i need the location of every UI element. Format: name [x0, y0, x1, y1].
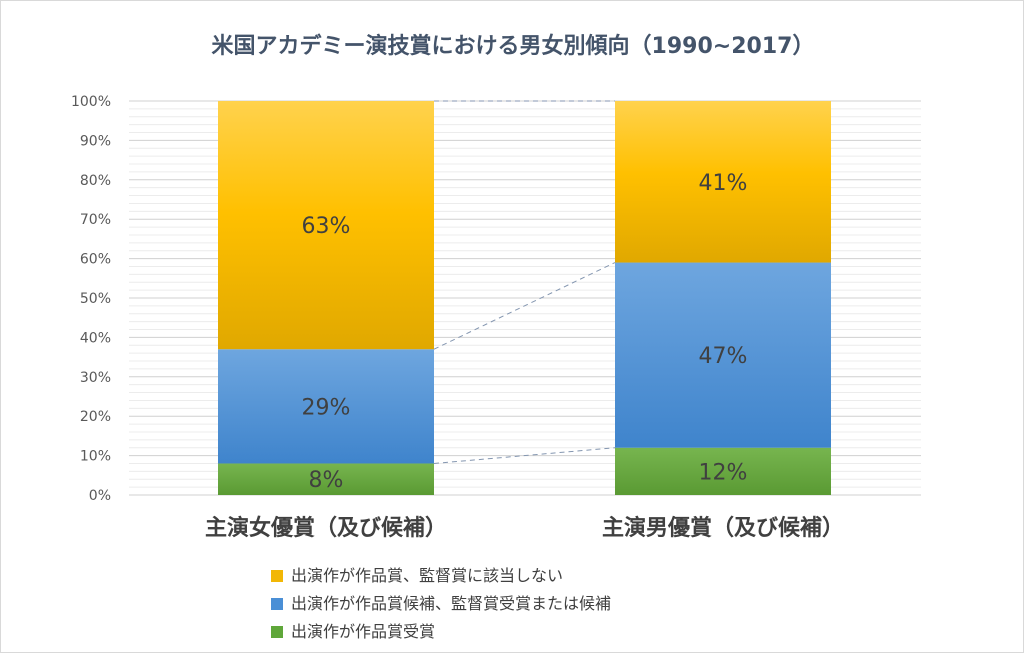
- data-label: 47%: [699, 344, 748, 369]
- legend-label: 出演作が作品賞受賞: [291, 622, 435, 641]
- data-label: 63%: [302, 214, 351, 239]
- y-tick-label: 30%: [80, 370, 111, 386]
- bar-segment: [218, 349, 434, 464]
- y-tick-label: 100%: [71, 94, 111, 110]
- category-label: 主演女優賞（及び候補）: [205, 515, 447, 541]
- y-tick-label: 50%: [80, 291, 111, 307]
- series-line: [433, 447, 616, 464]
- data-label: 8%: [309, 468, 344, 493]
- legend-swatch: [271, 598, 283, 610]
- legend: 出演作が作品賞、監督賞に該当しない出演作が作品賞候補、監督賞受賞または候補出演作…: [271, 566, 611, 641]
- y-tick-label: 70%: [80, 212, 111, 228]
- bar-segment: [615, 447, 831, 495]
- bar-segment: [218, 101, 434, 350]
- category-labels: 主演女優賞（及び候補） 主演男優賞（及び候補）: [205, 515, 844, 541]
- data-label: 12%: [699, 460, 748, 485]
- y-tick-label: 10%: [80, 449, 111, 465]
- y-tick-label: 80%: [80, 173, 111, 189]
- legend-swatch: [271, 570, 283, 582]
- legend-label: 出演作が作品賞候補、監督賞受賞または候補: [291, 594, 611, 613]
- category-label: 主演男優賞（及び候補）: [602, 515, 844, 541]
- y-tick-label: 90%: [80, 133, 111, 149]
- bar-segment: [615, 101, 831, 263]
- series-line: [433, 262, 616, 350]
- bars: [218, 101, 831, 495]
- legend-swatch: [271, 626, 283, 638]
- y-tick-label: 60%: [80, 252, 111, 268]
- data-label: 29%: [302, 395, 351, 420]
- y-tick-label: 0%: [89, 488, 111, 504]
- legend-label: 出演作が作品賞、監督賞に該当しない: [291, 566, 563, 585]
- series-lines: [433, 100, 616, 464]
- data-labels: 8% 29% 63% 12% 47% 41%: [302, 171, 748, 493]
- bar-segment: [218, 463, 434, 495]
- data-label: 41%: [699, 171, 748, 196]
- y-tick-label: 40%: [80, 330, 111, 346]
- bar-segment: [615, 262, 831, 448]
- chart-title: 米国アカデミー演技賞における男女別傾向（1990~2017）: [212, 33, 815, 59]
- y-tick-label: 20%: [80, 409, 111, 425]
- y-axis-ticks: 0% 10% 20% 30% 40% 50% 60% 70% 80% 90% 100%: [71, 94, 111, 504]
